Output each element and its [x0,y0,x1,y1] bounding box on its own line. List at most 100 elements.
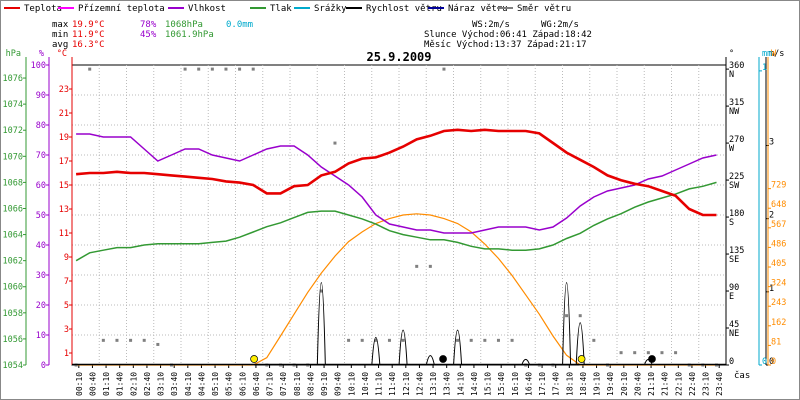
axis-dir-tick: 180 [729,209,744,219]
axis-hpa-tick: 1054 [3,361,23,371]
wind-speed-peak [575,322,585,366]
x-tick: 01:40 [116,372,125,396]
wind-direction-point [347,338,351,342]
x-tick: 04:10 [184,372,193,396]
wind-speed-peak [562,282,572,366]
axis-dir-tick: 360 [729,61,744,71]
x-tick: 05:40 [225,372,234,396]
axis-w-tick: 729 [771,181,786,191]
axis-degc-tick: 9 [64,253,69,263]
axis-degc-tick: 5 [64,301,69,311]
x-tick: 07:10 [266,372,275,396]
x-tick: 03:10 [157,372,166,396]
axis-dir-tick: 90 [729,283,739,293]
axis-hpa-tick: 1070 [3,152,23,162]
wind-direction-point [251,67,255,71]
x-tick: 12:40 [415,372,424,396]
axis-dir-tick-dir: S [729,218,734,228]
wind-direction-point [210,67,214,71]
axis-degc-tick: 15 [59,181,69,191]
axis-hpa-tick: 1060 [3,283,23,293]
moon-marker [439,355,447,363]
axis-w-tick: 567 [771,220,786,230]
axis-ms-label: m/s [769,49,784,59]
axis-dir-tick: 315 [729,98,744,108]
axis-dir-tick: 135 [729,246,744,256]
axis-degc-tick: 1 [64,349,69,359]
wind-direction-point [115,338,119,342]
wind-direction-point [496,338,500,342]
x-tick: 16:10 [511,372,520,396]
wind-speed-peak [453,329,463,366]
legend-label: Srážky [314,4,347,14]
wind-direction-point [238,67,242,71]
x-tick: 23:10 [702,372,711,396]
axis-dir-tick-dir: N [729,70,734,80]
axis-degc-tick: 19 [59,133,69,143]
axis-dir-tick: 45 [729,320,739,330]
axis-dir-tick: 270 [729,135,744,145]
wind-direction-point [129,338,133,342]
x-tick: 15:10 [484,372,493,396]
x-tick: 06:10 [238,372,247,396]
axis-dir-tick: 225 [729,172,744,182]
x-tick: 22:40 [688,372,697,396]
axis-pct-tick: 40 [36,241,46,251]
x-tick: 02:10 [129,372,138,396]
wind-direction-point [592,338,596,342]
axis-mm-tick: 1 [762,63,767,73]
axis-dir-tick: 0 [729,357,734,367]
axis-degc-tick: 21 [59,109,69,119]
axis-degc-tick: 23 [59,85,69,95]
wind-direction-point [456,338,460,342]
stat-min-press: 1061.9hPa [165,30,214,40]
x-tick: 17:10 [538,372,547,396]
x-tick: 03:40 [170,372,179,396]
axis-degc-tick: 13 [59,205,69,215]
x-tick: 21:40 [661,372,670,396]
wind-speed-peak [371,337,381,366]
axis-pct-tick: 30 [36,271,46,281]
stat-max-label: max [52,20,69,30]
axis-degc-label: °C [57,49,67,59]
wind-direction-point [101,338,105,342]
x-tick: 14:10 [456,372,465,396]
axis-hpa-tick: 1074 [3,100,23,110]
plot-area [72,67,726,367]
x-tick: 09:10 [320,372,329,396]
x-tick: 12:10 [402,372,411,396]
x-tick: 19:40 [606,372,615,396]
info-wg: WG:2m/s [541,20,579,30]
axis-hpa-tick: 1068 [3,178,23,188]
axis-hpa-tick: 1062 [3,257,23,267]
wind-speed-peak [425,355,435,366]
info-moon: Měsíc Východ:13:37 Západ:21:17 [424,40,587,50]
wind-speed-peak [521,358,531,366]
x-tick: 15:40 [497,372,506,396]
axis-hpa-tick: 1056 [3,335,23,345]
axis-mm-tick: 0 [762,357,767,367]
x-tick: 22:10 [674,372,683,396]
x-axis-label: čas [734,370,750,381]
wind-direction-point [428,264,432,268]
x-tick: 07:40 [279,372,288,396]
x-tick: 16:40 [524,372,533,396]
wind-direction-point [197,67,201,71]
x-tick: 23:40 [715,372,724,396]
axis-w-tick: 0 [771,357,776,367]
axis-w-tick: 243 [771,298,786,308]
wind-direction-point [319,289,323,293]
x-tick: 08:40 [306,372,315,396]
wind-direction-point [674,351,678,355]
axis-mm-label: mm [762,49,772,59]
axis-ms-tick: 3 [769,137,774,147]
legend-label: Vlhkost [188,4,226,14]
moon-marker [648,355,656,363]
axis-pct-tick: 80 [36,121,46,131]
x-tick: 08:10 [293,372,302,396]
axis-degc-tick: 17 [59,157,69,167]
axis-pct-tick: 20 [36,301,46,311]
axis-dir-tick-dir: SW [729,181,740,191]
